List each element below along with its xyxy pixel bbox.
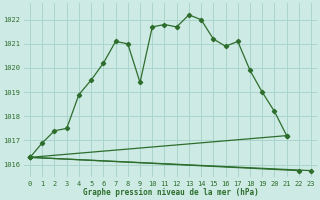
- X-axis label: Graphe pression niveau de la mer (hPa): Graphe pression niveau de la mer (hPa): [83, 188, 259, 197]
